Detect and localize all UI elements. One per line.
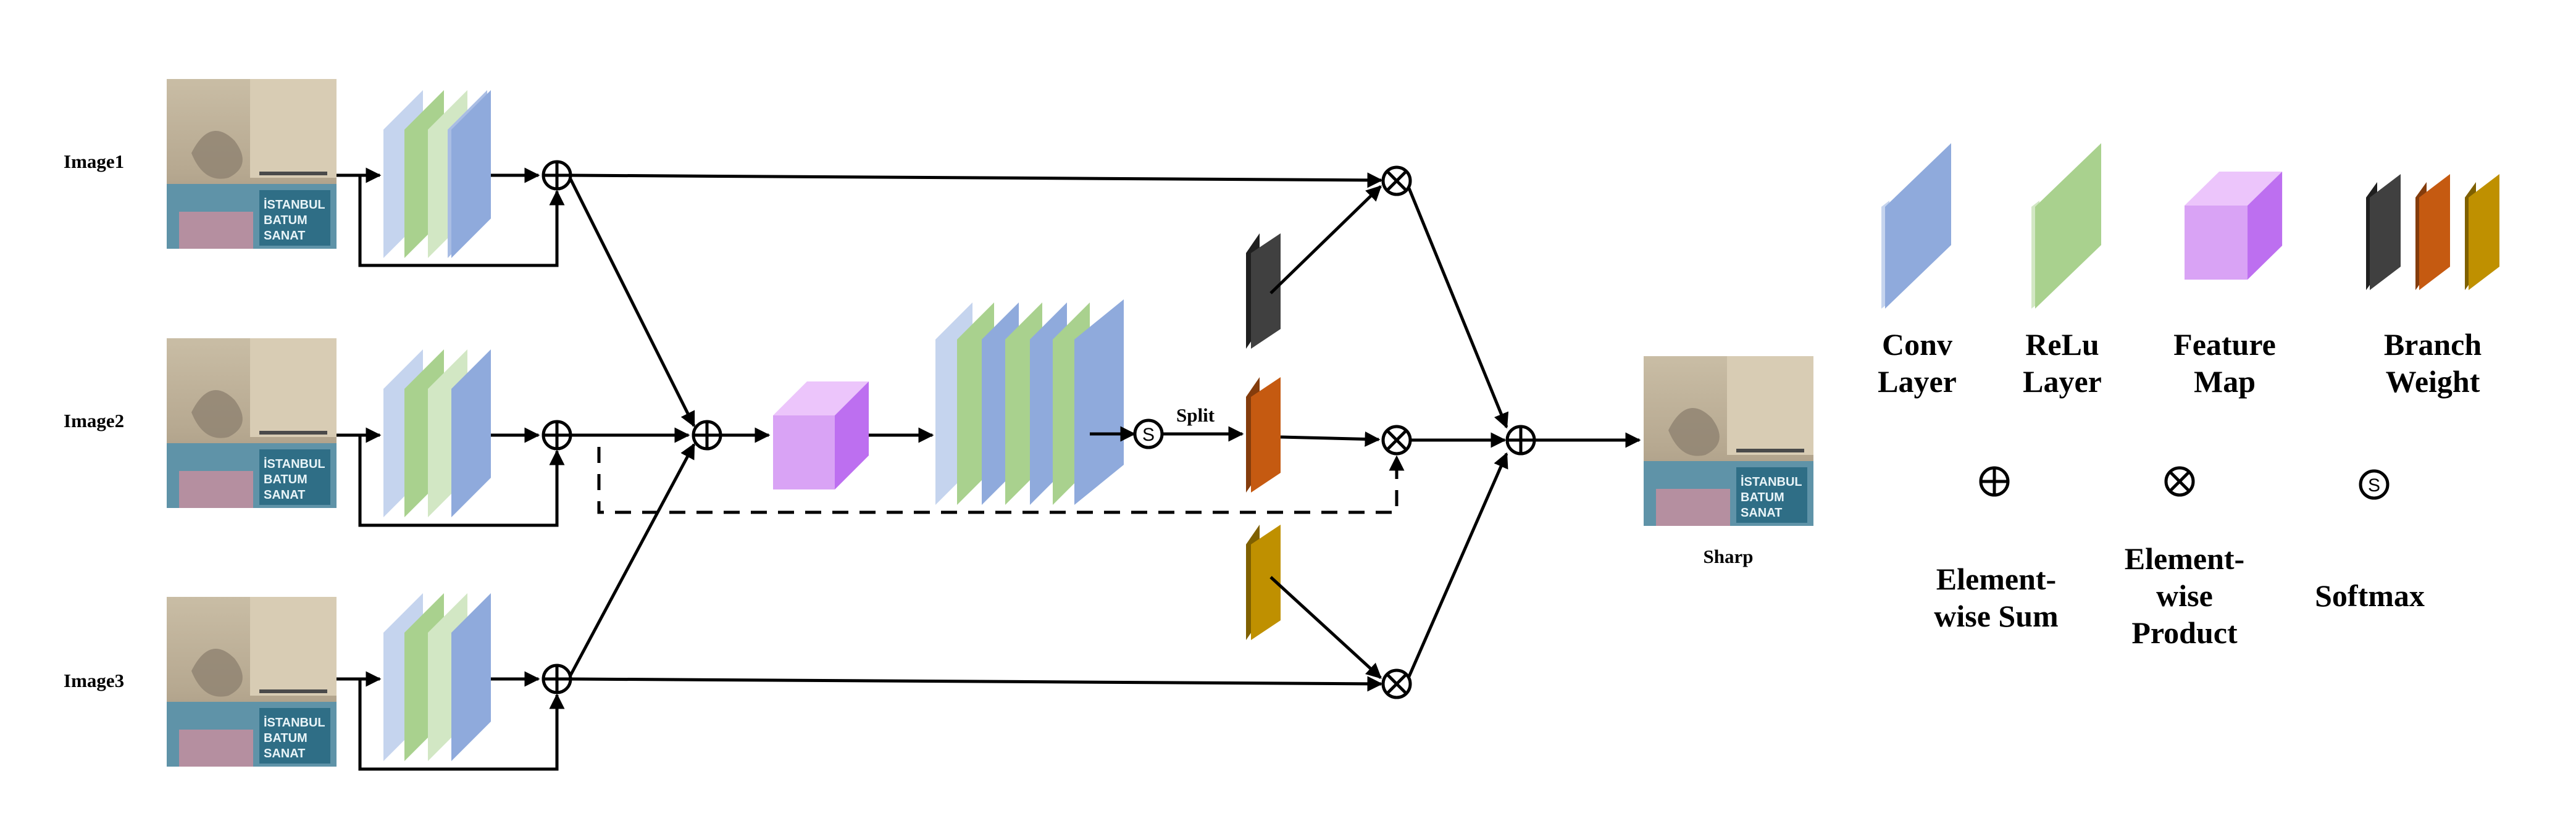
legend-feature-line-1: Feature <box>2173 327 2276 362</box>
branch-row-3: Image3 İSTANBUL BATUM SANAT <box>64 593 1383 771</box>
conv-block-1 <box>383 90 491 258</box>
image3-photo-text-3: SANAT <box>264 747 305 760</box>
legend-element-product: Element- wise Product <box>2125 466 2244 650</box>
output-label: Sharp <box>1704 546 1754 567</box>
legend-conv-line-1: Conv <box>1882 327 1952 362</box>
branch-row-2: Image2 İSTANBUL BATUM SANAT <box>64 338 690 527</box>
image2-label: Image2 <box>64 410 124 431</box>
conv-block-2 <box>383 349 491 517</box>
legend-softmax-symbol: S <box>2368 475 2380 496</box>
legend-feature-map: Feature Map <box>2173 172 2283 399</box>
image2-photo-text-3: SANAT <box>264 488 305 502</box>
output-photo: İSTANBUL BATUM SANAT <box>1644 356 1813 526</box>
legend-relu-line-2: Layer <box>2023 364 2102 399</box>
image3-label: Image3 <box>64 670 124 691</box>
feature-map-cube <box>773 381 869 489</box>
sum-node-2 <box>542 420 572 451</box>
image2-photo-text-2: BATUM <box>264 473 307 486</box>
legend-relu-line-1: ReLu <box>2025 327 2099 362</box>
legend-product-line-2: wise <box>2156 578 2213 613</box>
branch-row-1: Image1 İSTANBUL BATUM SANAT <box>64 79 1383 267</box>
softmax-node: S <box>1133 418 1164 449</box>
branch-weight-1 <box>1246 233 1281 349</box>
image1-photo: İSTANBUL BATUM SANAT <box>167 79 337 249</box>
product-node-3 <box>1381 668 1412 699</box>
legend-softmax-label: Softmax <box>2315 578 2425 613</box>
output-photo-text-1: İSTANBUL <box>1741 475 1802 489</box>
legend-branch-line-1: Branch <box>2384 327 2482 362</box>
product-node-1 <box>1381 165 1412 196</box>
image3-photo-text-1: İSTANBUL <box>264 715 325 730</box>
legend-sum-line-2: wise Sum <box>1934 599 2058 633</box>
legend-conv: Conv Layer <box>1878 143 1957 399</box>
legend: Conv Layer ReLu Layer Feature Map Branch… <box>1878 143 2499 650</box>
legend-relu: ReLu Layer <box>2023 143 2102 399</box>
softmax-symbol: S <box>1142 425 1155 445</box>
legend-element-sum: Element- wise Sum <box>1934 466 2059 633</box>
branch-weight-3 <box>1246 525 1281 640</box>
legend-softmax: S Softmax <box>2315 469 2425 613</box>
legend-product-line-3: Product <box>2131 615 2238 650</box>
legend-branch-line-2: Weight <box>2386 364 2480 399</box>
output-photo-text-2: BATUM <box>1741 491 1784 504</box>
sum-node-3 <box>542 664 572 694</box>
fusion-sum-node <box>692 420 722 451</box>
product-node-2 <box>1381 425 1412 456</box>
image3-photo: İSTANBUL BATUM SANAT <box>167 597 337 767</box>
legend-conv-line-2: Layer <box>1878 364 1957 399</box>
split-label: Split <box>1176 404 1215 426</box>
conv-block-fusion <box>935 299 1124 505</box>
legend-product-line-1: Element- <box>2125 541 2244 576</box>
image1-label: Image1 <box>64 151 124 172</box>
image3-photo-text-2: BATUM <box>264 731 307 745</box>
branch-weight-2 <box>1246 377 1281 493</box>
sum-node-1 <box>542 160 572 191</box>
image2-photo-text-1: İSTANBUL <box>264 457 325 471</box>
legend-feature-line-2: Map <box>2194 364 2256 399</box>
image2-photo: İSTANBUL BATUM SANAT <box>167 338 337 508</box>
image1-photo-text-3: SANAT <box>264 229 305 243</box>
output-sum-node <box>1505 425 1536 456</box>
legend-branch-weight: Branch Weight <box>2366 174 2499 399</box>
legend-sum-line-1: Element- <box>1936 562 2056 596</box>
image1-photo-text-1: İSTANBUL <box>264 198 325 212</box>
conv-block-3 <box>383 593 491 761</box>
image1-photo-text-2: BATUM <box>264 214 307 227</box>
output-photo-text-3: SANAT <box>1741 506 1782 520</box>
